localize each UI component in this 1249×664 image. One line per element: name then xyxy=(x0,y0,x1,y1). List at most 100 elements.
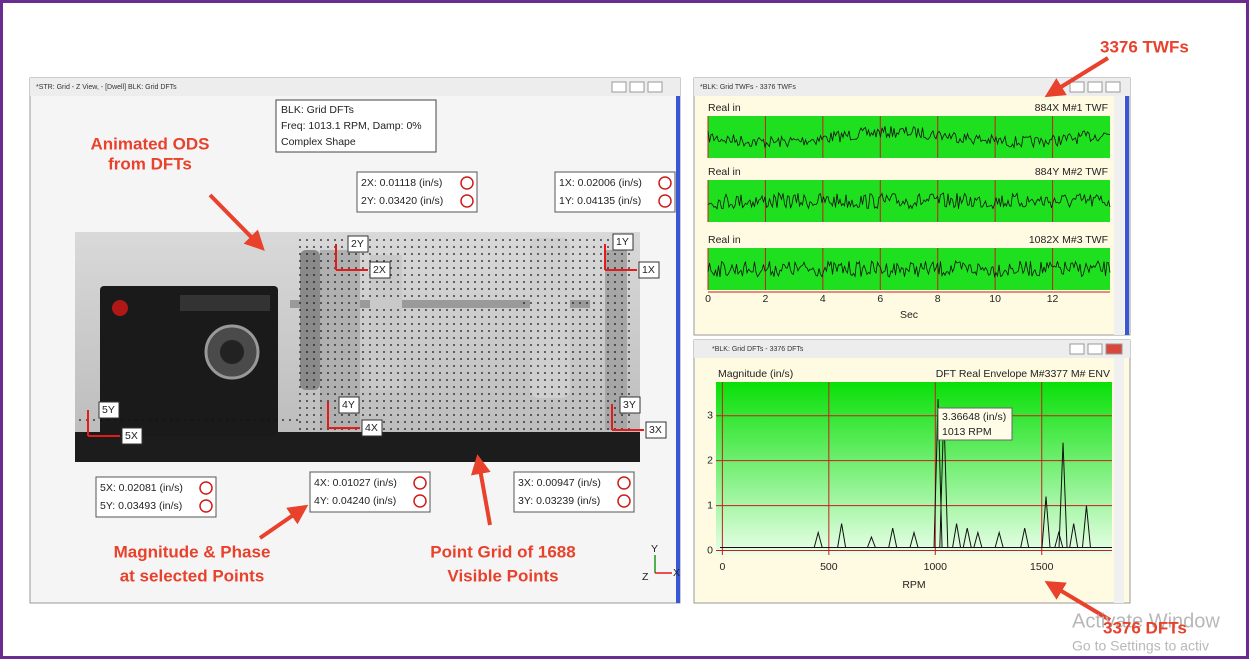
grid-point xyxy=(558,309,560,311)
minimize-button[interactable] xyxy=(1070,344,1084,354)
grid-point xyxy=(453,372,455,374)
grid-point xyxy=(397,372,399,374)
minimize-button[interactable] xyxy=(1070,82,1084,92)
grid-point xyxy=(544,393,546,395)
grid-point xyxy=(502,351,504,353)
grid-point xyxy=(481,309,483,311)
grid-point xyxy=(523,288,525,290)
grid-point xyxy=(313,337,315,339)
grid-point xyxy=(558,393,560,395)
grid-point xyxy=(628,302,630,304)
grid-point xyxy=(460,281,462,283)
grid-point xyxy=(439,309,441,311)
grid-point xyxy=(537,288,539,290)
maximize-button[interactable] xyxy=(1088,344,1102,354)
grid-point xyxy=(523,428,525,430)
grid-point xyxy=(390,365,392,367)
grid-point xyxy=(516,421,518,423)
grid-point xyxy=(411,246,413,248)
grid-point xyxy=(334,358,336,360)
grid-point xyxy=(383,351,385,353)
grid-point xyxy=(299,351,301,353)
grid-point xyxy=(614,344,616,346)
grid-point xyxy=(418,309,420,311)
grid-point xyxy=(558,267,560,269)
grid-point xyxy=(425,344,427,346)
grid-point xyxy=(376,295,378,297)
grid-point xyxy=(607,428,609,430)
grid-point xyxy=(411,400,413,402)
grid-point xyxy=(474,400,476,402)
grid-point xyxy=(593,386,595,388)
grid-point xyxy=(593,372,595,374)
grid-point xyxy=(348,344,350,346)
grid-point xyxy=(523,358,525,360)
grid-point xyxy=(544,267,546,269)
grid-point xyxy=(299,302,301,304)
grid-point xyxy=(516,414,518,416)
grid-point xyxy=(313,379,315,381)
grid-point xyxy=(523,302,525,304)
grid-point xyxy=(565,267,567,269)
grid-point xyxy=(446,253,448,255)
grid-point xyxy=(397,260,399,262)
grid-point xyxy=(579,295,581,297)
grid-point xyxy=(600,414,602,416)
grid-point xyxy=(439,288,441,290)
close-button[interactable] xyxy=(1106,82,1120,92)
grid-point xyxy=(467,386,469,388)
grid-point xyxy=(432,281,434,283)
grid-point xyxy=(460,288,462,290)
grid-point xyxy=(453,379,455,381)
grid-point xyxy=(341,421,343,423)
grid-point xyxy=(509,316,511,318)
grid-point xyxy=(544,428,546,430)
grid-point xyxy=(411,337,413,339)
grid-point xyxy=(320,393,322,395)
grid-point xyxy=(474,281,476,283)
grid-point xyxy=(432,407,434,409)
annotation: from DFTs xyxy=(108,154,192,173)
grid-point xyxy=(579,414,581,416)
maximize-button[interactable] xyxy=(630,82,644,92)
grid-point xyxy=(376,330,378,332)
grid-point xyxy=(558,316,560,318)
grid-point xyxy=(320,295,322,297)
grid-point xyxy=(565,379,567,381)
minimize-button[interactable] xyxy=(612,82,626,92)
grid-point xyxy=(425,414,427,416)
grid-point xyxy=(481,400,483,402)
grid-point xyxy=(446,330,448,332)
close-button[interactable] xyxy=(1106,344,1122,354)
grid-point xyxy=(397,407,399,409)
grid-point xyxy=(628,295,630,297)
maximize-button[interactable] xyxy=(1088,82,1102,92)
grid-point xyxy=(362,288,364,290)
grid-point xyxy=(572,330,574,332)
grid-point xyxy=(488,267,490,269)
grid-point xyxy=(474,365,476,367)
readout-line: 5Y: 0.03493 (in/s) xyxy=(100,500,182,512)
grid-point xyxy=(481,281,483,283)
grid-point xyxy=(579,330,581,332)
close-button[interactable] xyxy=(648,82,662,92)
grid-point xyxy=(474,379,476,381)
grid-point xyxy=(390,330,392,332)
grid-point xyxy=(362,337,364,339)
grid-point xyxy=(334,365,336,367)
grid-point xyxy=(355,309,357,311)
grid-point xyxy=(537,351,539,353)
grid-point xyxy=(488,274,490,276)
grid-point xyxy=(607,288,609,290)
grid-point xyxy=(376,316,378,318)
grid-point xyxy=(558,253,560,255)
grid-point xyxy=(544,414,546,416)
grid-point xyxy=(390,372,392,374)
grid-point xyxy=(425,372,427,374)
grid-point xyxy=(530,274,532,276)
grid-point xyxy=(586,274,588,276)
grid-point xyxy=(565,253,567,255)
grid-point xyxy=(341,316,343,318)
grid-point xyxy=(439,274,441,276)
grid-point xyxy=(509,358,511,360)
